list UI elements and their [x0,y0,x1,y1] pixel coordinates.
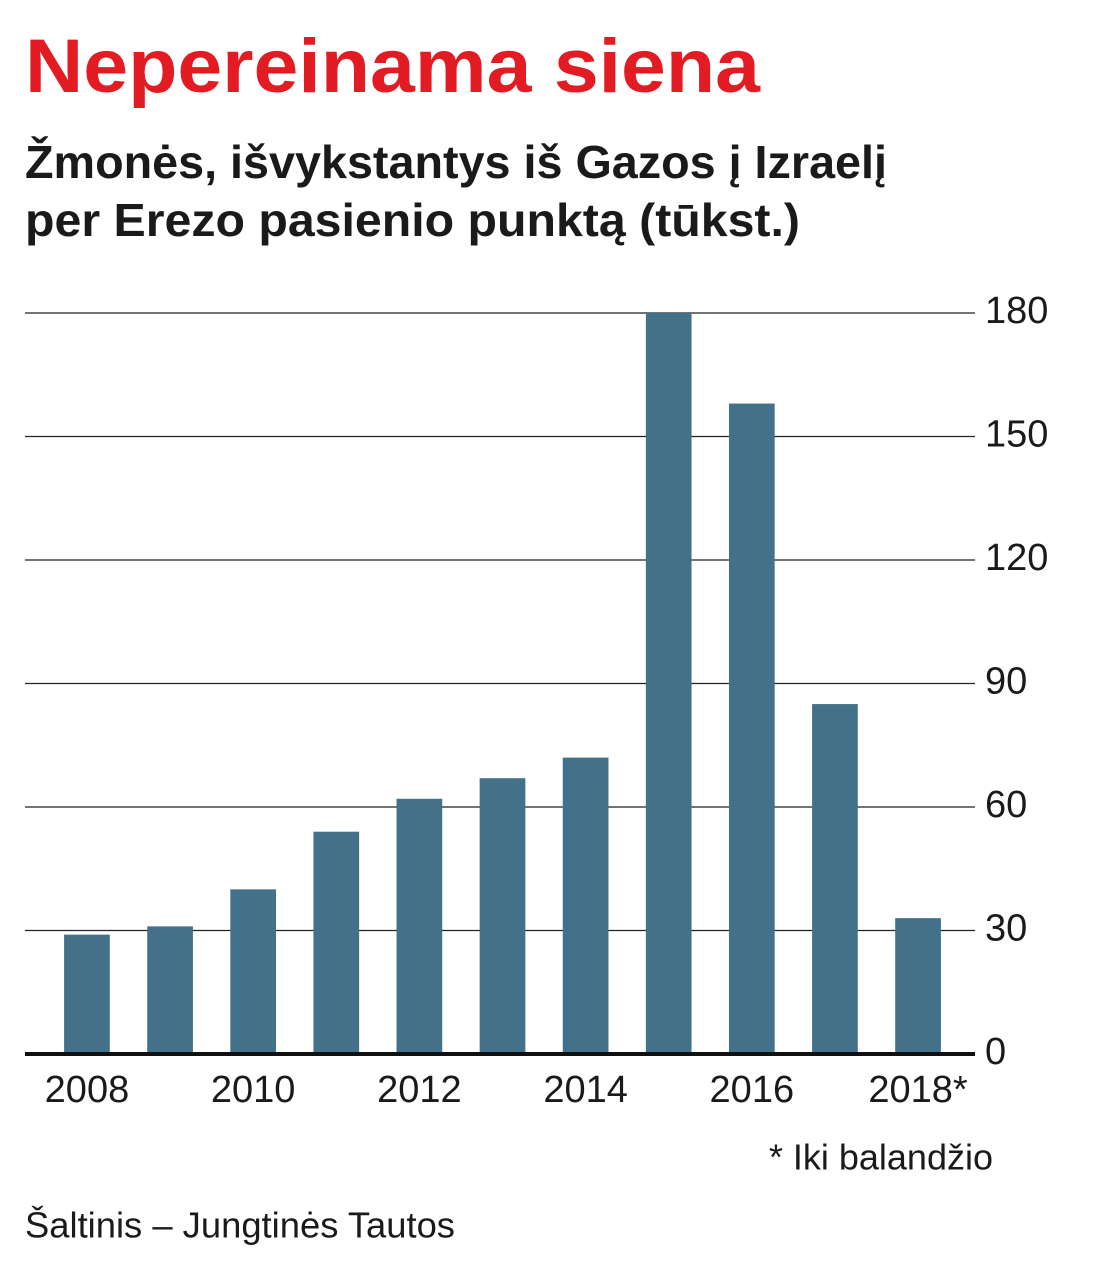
x-tick-label: 2014 [543,1069,628,1111]
note: * Iki balandžio [769,1137,993,1178]
y-tick-label: 0 [985,1031,1006,1073]
y-tick-label: 120 [985,537,1048,579]
bar [147,926,193,1054]
x-tick-label: 2016 [710,1069,795,1111]
chart-subtitle: Žmonės, išvykstantys iš Gazos į Izraelį [25,136,887,188]
bar [64,934,110,1054]
x-tick-label: 2010 [211,1069,296,1111]
x-tick-label: 2018* [868,1069,968,1111]
bar [812,704,858,1054]
bar [562,757,609,1054]
bar [313,831,360,1054]
chart-title: Nepereinama siena [25,24,761,109]
y-tick-label: 90 [985,661,1027,703]
y-tick-label: 180 [985,290,1048,332]
x-tick-label: 2008 [45,1069,130,1111]
bar [230,889,277,1054]
bar [479,778,526,1054]
y-tick-label: 30 [985,908,1027,950]
y-tick-label: 150 [985,414,1048,456]
bar [895,918,941,1054]
bar [728,403,775,1055]
source: Šaltinis – Jungtinės Tautos [25,1205,455,1246]
x-tick-label: 2012 [377,1069,462,1111]
y-tick-label: 60 [985,784,1027,826]
chart-subtitle: per Erezo pasienio punktą (tūkst.) [25,194,800,246]
bar [396,798,443,1054]
bar [645,313,692,1054]
